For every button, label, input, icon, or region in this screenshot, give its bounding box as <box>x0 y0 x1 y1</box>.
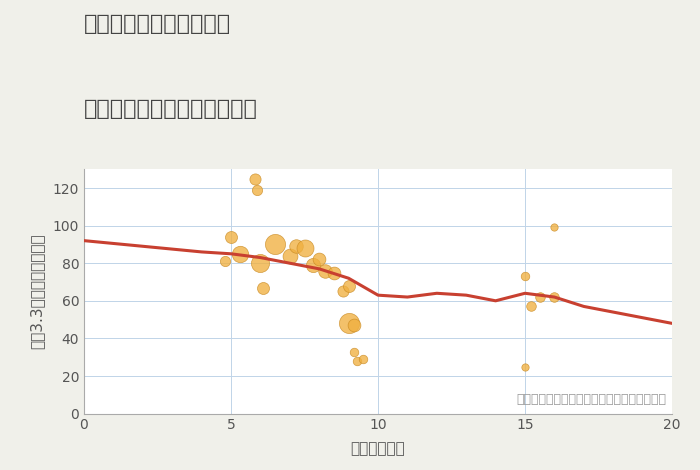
Point <box>252 186 263 194</box>
Text: 円の大きさは、取引のあった物件面積を示す: 円の大きさは、取引のあった物件面積を示す <box>516 393 666 406</box>
Point <box>328 269 339 276</box>
Point <box>314 256 325 263</box>
Point <box>234 250 246 258</box>
Y-axis label: 坪（3.3㎡）単価（万円）: 坪（3.3㎡）単価（万円） <box>29 234 44 349</box>
Point <box>225 233 237 241</box>
Point <box>258 284 269 291</box>
Point <box>349 321 360 329</box>
Point <box>343 282 354 290</box>
Point <box>284 252 295 259</box>
Point <box>549 224 560 231</box>
Point <box>525 303 536 310</box>
Point <box>220 258 231 265</box>
Point <box>290 243 301 250</box>
Text: 駅距離別中古マンション価格: 駅距離別中古マンション価格 <box>84 99 258 119</box>
Text: 岐阜県多治見市白山町の: 岐阜県多治見市白山町の <box>84 14 231 34</box>
Point <box>337 288 349 295</box>
Point <box>249 175 260 182</box>
Point <box>549 293 560 301</box>
X-axis label: 駅距離（分）: 駅距離（分） <box>351 441 405 456</box>
Point <box>319 267 330 274</box>
Point <box>534 293 545 301</box>
Point <box>308 261 319 269</box>
Point <box>519 273 531 280</box>
Point <box>299 244 310 252</box>
Point <box>343 320 354 327</box>
Point <box>349 348 360 355</box>
Point <box>255 259 266 267</box>
Point <box>358 355 369 363</box>
Point <box>270 241 281 248</box>
Point <box>352 357 363 365</box>
Point <box>519 363 531 370</box>
